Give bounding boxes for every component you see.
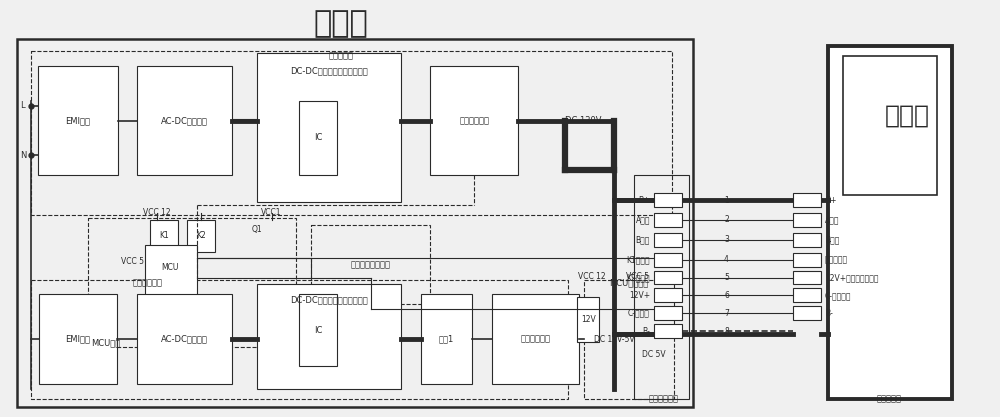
Text: IC: IC (314, 133, 322, 142)
Bar (299, 294, 337, 366)
Text: 充电接口模块: 充电接口模块 (649, 394, 679, 403)
Text: 6: 6 (724, 291, 729, 300)
Bar (793, 193, 821, 207)
Bar (311, 225, 430, 304)
Bar (793, 213, 821, 227)
Text: B-: B- (642, 327, 650, 336)
Text: VCC 12: VCC 12 (143, 208, 171, 218)
Bar (584, 279, 674, 399)
Bar (299, 101, 337, 175)
Text: 3: 3 (724, 235, 729, 244)
Text: DC-DC变压器降压及控制单元: DC-DC变压器降压及控制单元 (290, 295, 368, 304)
Text: 2: 2 (724, 216, 729, 224)
Text: B-: B- (825, 309, 833, 318)
Bar (421, 294, 472, 384)
Bar (654, 253, 682, 266)
Text: EMI单元: EMI单元 (65, 334, 90, 344)
Text: VCC 5: VCC 5 (121, 257, 144, 266)
Text: EMI单元: EMI单元 (65, 116, 90, 125)
Bar (654, 233, 682, 247)
Bar (492, 294, 579, 384)
Text: 充电器: 充电器 (314, 9, 368, 38)
Bar (843, 56, 937, 195)
Text: A信号: A信号 (825, 216, 839, 224)
Bar (257, 53, 401, 202)
Bar (577, 297, 599, 342)
Text: N: N (20, 151, 27, 160)
Text: DC 120V: DC 120V (565, 116, 601, 125)
Bar (654, 193, 682, 207)
Text: 输出控制单元: 输出控制单元 (459, 116, 489, 125)
Bar (187, 220, 215, 252)
Bar (793, 271, 821, 284)
Text: MCU: MCU (162, 263, 179, 272)
Bar (145, 245, 197, 304)
Bar (137, 294, 232, 384)
Bar (634, 175, 689, 399)
Text: 辅助电源模块: 辅助电源模块 (132, 278, 162, 287)
Text: C-充电负: C-充电负 (628, 309, 650, 318)
Text: VCC1: VCC1 (261, 208, 282, 218)
Text: 12V+，给电池包上电: 12V+，给电池包上电 (825, 273, 878, 282)
Text: B+: B+ (825, 196, 836, 205)
Bar (654, 324, 682, 338)
Text: 12V+: 12V+ (629, 291, 650, 300)
Text: 输出控制单元: 输出控制单元 (521, 334, 551, 344)
Text: C-，充电负: C-，充电负 (825, 291, 851, 300)
Bar (654, 306, 682, 320)
Text: 4: 4 (724, 255, 729, 264)
Text: DC-DC变压器降压及控制单元: DC-DC变压器降压及控制单元 (290, 66, 368, 75)
Bar (150, 220, 178, 252)
Bar (430, 66, 518, 175)
Text: 5: 5 (724, 273, 729, 282)
Bar (654, 289, 682, 302)
Text: B信号: B信号 (825, 235, 839, 244)
Text: 电池包: 电池包 (885, 103, 930, 128)
Text: MCU模块: MCU模块 (91, 338, 120, 347)
Text: B信号: B信号 (636, 235, 650, 244)
Text: VCC 5: VCC 5 (626, 272, 649, 281)
Bar (828, 46, 952, 399)
Text: B+: B+ (638, 196, 650, 205)
Bar (654, 271, 682, 284)
Bar (793, 289, 821, 302)
Text: 1: 1 (724, 196, 729, 205)
Text: 主电源模块: 主电源模块 (329, 52, 354, 60)
Bar (31, 279, 568, 399)
Bar (88, 218, 296, 347)
Text: 功率器件散热模块: 功率器件散热模块 (351, 260, 391, 269)
Text: K1: K1 (159, 231, 169, 240)
Bar (654, 213, 682, 227)
Text: A信号: A信号 (635, 216, 650, 224)
Bar (31, 51, 672, 215)
Bar (39, 294, 117, 384)
Text: Q1: Q1 (251, 225, 262, 234)
Text: IC: IC (314, 326, 322, 335)
Text: L: L (20, 101, 25, 110)
Text: 12V: 12V (581, 315, 596, 324)
Bar (793, 306, 821, 320)
Bar (137, 66, 232, 175)
Text: AC-DC转换单元: AC-DC转换单元 (161, 116, 208, 125)
Text: K2金属片: K2金属片 (626, 273, 650, 282)
Bar (17, 39, 693, 407)
Text: DC 12V-5V: DC 12V-5V (594, 334, 635, 344)
Text: VCC 12: VCC 12 (578, 272, 605, 281)
Text: 7: 7 (724, 309, 729, 318)
Text: K2: K2 (196, 231, 206, 240)
Text: 电池包接口: 电池包接口 (877, 394, 902, 403)
Text: 方法1: 方法1 (439, 334, 454, 344)
Text: K1金属片: K1金属片 (626, 255, 650, 264)
Text: MCU电源模块: MCU电源模块 (610, 278, 649, 287)
Bar (793, 233, 821, 247)
Text: DC 5V: DC 5V (642, 349, 666, 359)
Bar (38, 66, 118, 175)
Text: 金属铜接片: 金属铜接片 (825, 255, 848, 264)
Bar (793, 253, 821, 266)
Text: 8: 8 (724, 327, 729, 336)
Text: AC-DC转换单元: AC-DC转换单元 (161, 334, 208, 344)
Bar (257, 284, 401, 389)
